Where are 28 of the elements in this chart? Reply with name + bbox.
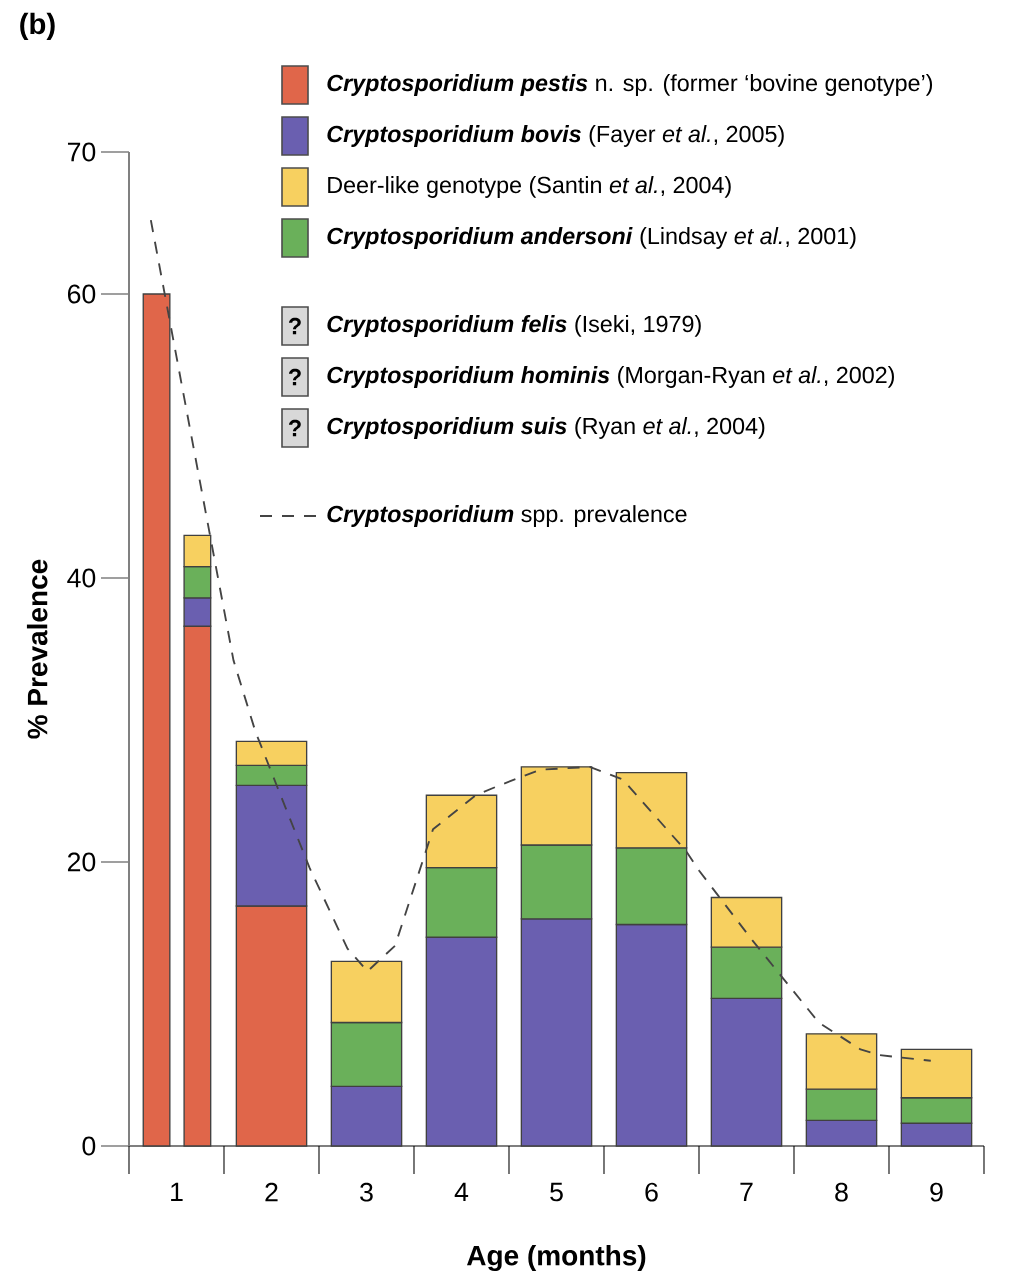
y-axis-title: % Prevalence [26,559,48,739]
x-tick-label: 5 [550,1182,563,1202]
annotation: ? [288,368,301,386]
legend-label: Cryptosporidium bovis (Fayer et al., 2005) [327,125,784,147]
legend-label: Deer-like genotype (Santin et al., 2004) [328,176,731,198]
y-tick-label: 0 [82,1136,96,1156]
x-axis-title: Age (months) [466,1244,646,1272]
annotation: ? [288,419,301,437]
legend-label: Cryptosporidium andersoni (Lindsay et al., 2001) [327,227,856,249]
y-tick-label: 40 [67,568,96,588]
x-tick-label: 8 [835,1182,848,1202]
legend-label: Cryptosporidium spp. prevalence [327,505,687,527]
x-tick-label: 3 [360,1182,373,1202]
legend-label: Cryptosporidium felis (Iseki, 1979) [327,315,701,337]
x-tick-label: 9 [930,1182,943,1202]
x-tick-label: 1 [171,1182,183,1202]
annotation: ? [288,317,301,335]
y-tick-label: 60 [67,284,96,304]
y-tick-label: 20 [67,852,96,872]
legend-label: Cryptosporidium pestis n. sp. (former ‘bovine genotype’) [327,74,933,96]
text: (b) [20,12,55,41]
legend-label: Cryptosporidium hominis (Morgan-Ryan et al., 2002) [327,366,894,388]
x-tick-label: 6 [645,1182,658,1202]
legend-label: Cryptosporidium suis (Ryan et al., 2004) [327,417,765,439]
y-tick-label: 70 [67,142,96,162]
x-tick-label: 7 [740,1182,753,1202]
x-tick-label: 4 [454,1182,469,1202]
x-tick-label: 2 [265,1182,278,1202]
